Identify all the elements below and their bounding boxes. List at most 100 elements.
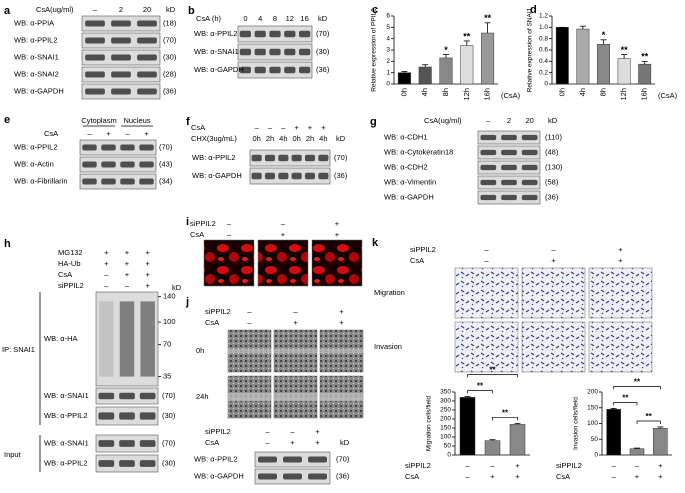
band — [119, 460, 135, 467]
y-tick-label: 150 — [440, 425, 451, 432]
y-tick-label: 0 — [544, 81, 548, 88]
panel-label: a — [4, 5, 11, 17]
header-value: + — [339, 307, 344, 316]
header-value: + — [315, 427, 320, 436]
band — [318, 172, 329, 180]
scratch-gap — [320, 392, 363, 402]
band — [308, 473, 327, 480]
row-name: WB: α-Fibrillarin — [14, 176, 68, 185]
row-kd: (36) — [545, 192, 559, 201]
bar — [509, 424, 526, 456]
band — [521, 179, 538, 186]
band — [284, 48, 296, 56]
header-value: + — [321, 123, 326, 132]
row-kd: (70) — [334, 153, 348, 162]
significance: ** — [621, 45, 629, 55]
condition-value: + — [490, 472, 495, 481]
row-name: WB: α-PPIL2 — [14, 142, 58, 151]
row-kd: (70) — [336, 454, 350, 463]
band — [137, 71, 157, 78]
header-value: – — [268, 123, 273, 132]
y-tick-label: 1.2 — [539, 13, 548, 20]
header-value: – — [255, 123, 260, 132]
row-name: WB: α-GAPDH — [192, 171, 242, 180]
row-kd: (36) — [163, 86, 177, 95]
band — [254, 66, 266, 74]
row-kd: (30) — [316, 47, 330, 56]
row-name: WB: α-Vimentin — [384, 177, 436, 186]
condition-name: siPPIL2 — [556, 461, 582, 470]
condition-value: – — [465, 472, 470, 481]
header-name: siPPIL2 — [205, 307, 231, 316]
header-value: 0h — [252, 134, 260, 143]
panel-label: f — [186, 116, 190, 128]
band — [284, 30, 296, 38]
band — [304, 172, 316, 180]
unit: kD — [548, 116, 558, 125]
band — [82, 161, 97, 168]
blot-background — [79, 139, 157, 156]
ip-label: IP: SNAI1 — [2, 345, 35, 354]
scratch-gap — [228, 348, 271, 354]
header-value: + — [145, 281, 150, 290]
significance: ** — [641, 52, 649, 62]
header-value: – — [290, 427, 295, 436]
band — [120, 161, 135, 168]
band — [291, 172, 302, 180]
band — [239, 66, 252, 74]
band — [254, 48, 266, 56]
row-label: Invasion — [374, 342, 402, 351]
smear — [99, 301, 114, 377]
bracket-label: ** — [502, 408, 509, 417]
bracket-label: ** — [634, 377, 641, 386]
header-value: + — [145, 259, 150, 268]
bar — [439, 57, 453, 85]
condition-value: – — [465, 461, 470, 470]
header-value: + — [106, 129, 111, 138]
row-kd: (58) — [545, 177, 559, 186]
row-name: WB: α-GAPDH — [384, 192, 434, 201]
row-kd: (70) — [162, 391, 176, 400]
header-value: + — [618, 245, 623, 254]
micrograph — [203, 239, 255, 287]
significance: ** — [463, 31, 471, 41]
y-tick-label: 1.0 — [539, 24, 548, 31]
y-tick-label: 4 — [386, 35, 390, 42]
blot-background — [249, 149, 331, 167]
bracket-label: ** — [622, 393, 629, 402]
header-value: + — [335, 230, 340, 239]
header-value: 0h — [292, 134, 300, 143]
scratch-gap — [320, 348, 363, 354]
y-tick-label: 0.4 — [539, 58, 548, 65]
y-tick-label: 0.2 — [539, 69, 548, 76]
header-name: CsA — [410, 256, 424, 265]
band — [251, 154, 262, 162]
band — [480, 179, 497, 186]
band — [137, 37, 157, 44]
x-tick-label: 4h — [420, 88, 429, 96]
condition-value: + — [515, 472, 520, 481]
band — [284, 66, 296, 74]
band — [239, 30, 252, 38]
header-value: + — [281, 230, 286, 239]
row-name: WB: α-SNAI1 — [194, 47, 239, 56]
header-value: – — [247, 307, 252, 316]
header-value: 20 — [525, 116, 533, 125]
header-name: CsA — [190, 230, 204, 239]
band — [119, 440, 135, 447]
row-label: 0h — [196, 346, 204, 355]
band — [101, 161, 116, 168]
band — [139, 412, 156, 420]
band — [139, 440, 156, 447]
header-value: – — [265, 438, 270, 447]
band — [480, 194, 497, 201]
header-value: + — [294, 123, 299, 132]
band — [283, 456, 302, 463]
y-tick-label: 200 — [587, 389, 598, 396]
header-value: + — [618, 256, 623, 265]
row-name: WB: α-PPIL2 — [14, 35, 58, 44]
row-name: WB: α-PPIL2 — [194, 29, 238, 38]
header-value: + — [308, 123, 313, 132]
significance: * — [444, 45, 448, 55]
band — [521, 164, 538, 171]
